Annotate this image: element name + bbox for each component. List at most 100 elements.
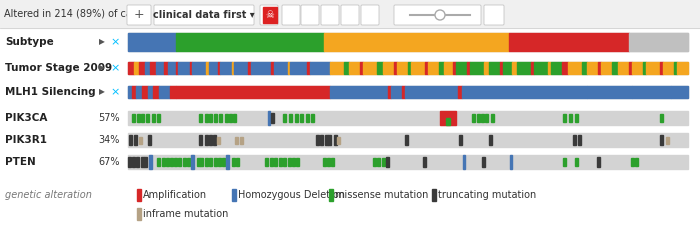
Bar — [176, 62, 178, 74]
Text: clinical data first ▾: clinical data first ▾ — [153, 10, 255, 20]
Bar — [205, 135, 208, 145]
Bar — [631, 158, 634, 166]
Bar — [288, 62, 290, 74]
Bar — [150, 62, 156, 74]
Bar — [248, 62, 251, 74]
Bar — [200, 158, 204, 166]
Bar — [618, 62, 629, 74]
Bar — [128, 157, 131, 167]
FancyBboxPatch shape — [361, 5, 379, 25]
Bar — [205, 158, 208, 166]
Bar — [386, 157, 389, 167]
Bar — [428, 62, 439, 74]
Bar — [321, 135, 323, 145]
Bar — [377, 158, 380, 166]
Bar — [612, 62, 618, 74]
Bar — [306, 114, 309, 122]
Bar — [323, 158, 326, 166]
Bar — [573, 135, 576, 145]
Bar — [467, 62, 470, 74]
Bar — [349, 62, 360, 74]
Bar — [134, 135, 136, 145]
Bar — [671, 86, 688, 98]
Bar — [132, 114, 135, 122]
Bar — [139, 62, 145, 74]
Bar — [462, 86, 587, 98]
Bar — [136, 157, 139, 167]
Bar — [270, 158, 273, 166]
Bar — [174, 158, 177, 166]
Bar — [444, 62, 453, 74]
Bar — [190, 62, 193, 74]
Bar — [512, 62, 517, 74]
Bar — [440, 111, 456, 125]
Text: ▶: ▶ — [99, 63, 105, 73]
Bar — [144, 157, 148, 167]
Bar — [128, 33, 176, 51]
Text: +: + — [134, 8, 144, 21]
Text: MLH1 Silencing: MLH1 Silencing — [5, 87, 96, 97]
Bar — [312, 114, 314, 122]
Bar — [482, 157, 485, 167]
Bar — [598, 62, 601, 74]
Bar — [332, 62, 344, 74]
Bar — [142, 86, 148, 98]
Bar — [209, 62, 218, 74]
Bar — [187, 158, 190, 166]
Bar — [128, 33, 688, 51]
Bar — [288, 158, 290, 166]
Bar — [232, 62, 235, 74]
Bar — [578, 135, 581, 145]
Bar — [397, 62, 408, 74]
Bar — [295, 114, 298, 122]
Bar — [128, 86, 132, 98]
Bar — [199, 135, 202, 145]
Bar — [472, 114, 475, 122]
Bar — [310, 62, 330, 74]
Bar — [214, 135, 216, 145]
Bar — [663, 62, 674, 74]
Bar — [629, 33, 688, 51]
Bar — [548, 62, 551, 74]
Bar — [166, 158, 169, 166]
Bar — [531, 62, 534, 74]
Bar — [463, 155, 466, 169]
Bar — [439, 62, 444, 74]
FancyBboxPatch shape — [127, 5, 151, 25]
Text: ×: × — [110, 87, 120, 97]
Bar — [456, 62, 467, 74]
Bar — [659, 114, 663, 122]
Bar — [334, 135, 337, 145]
Bar — [477, 114, 480, 122]
Bar — [176, 33, 324, 51]
Bar — [316, 135, 318, 145]
Bar — [265, 158, 268, 166]
Bar — [141, 114, 144, 122]
Bar — [139, 137, 142, 144]
Bar — [331, 158, 334, 166]
Bar — [176, 86, 330, 98]
Bar — [564, 114, 566, 122]
Bar — [486, 114, 489, 122]
Bar — [137, 208, 141, 220]
Bar — [234, 137, 237, 144]
Bar — [344, 62, 349, 74]
Bar — [424, 157, 426, 167]
Bar — [551, 62, 562, 74]
Text: inframe mutation: inframe mutation — [143, 209, 228, 219]
Bar — [158, 158, 160, 166]
Bar — [219, 114, 222, 122]
Bar — [481, 114, 484, 122]
Bar — [226, 155, 229, 169]
Bar — [597, 157, 600, 167]
Text: 57%: 57% — [99, 113, 120, 123]
Bar — [205, 114, 208, 122]
Bar — [360, 62, 363, 74]
Bar — [503, 62, 512, 74]
Bar — [575, 114, 577, 122]
Bar — [587, 62, 598, 74]
Bar — [136, 86, 142, 98]
Bar — [128, 155, 688, 169]
Bar — [183, 158, 186, 166]
Bar — [587, 86, 632, 98]
